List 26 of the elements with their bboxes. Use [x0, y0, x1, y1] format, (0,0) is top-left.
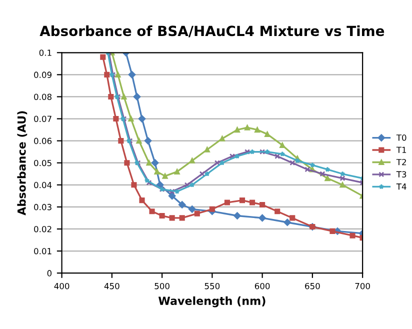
y-tick-label: 0.03: [34, 204, 52, 210]
y-tick-label: 0.09: [34, 72, 52, 78]
y-tick-label: 0.08: [34, 94, 52, 100]
y-tick-label: 0.02: [34, 226, 52, 232]
y-tick-label: 0.01: [34, 248, 52, 254]
y-tick-label: 0.05: [34, 160, 52, 166]
x-tick-label: 550: [204, 282, 220, 290]
legend-label: T4: [396, 184, 406, 190]
y-tick-label: 0.04: [34, 182, 52, 188]
legend-label: T0: [396, 134, 406, 141]
x-tick-label: 450: [104, 282, 120, 290]
x-tick-label: 400: [54, 282, 70, 290]
chart-title: Absorbance of BSA/HAuCL4 Mixture vs Time: [40, 25, 384, 38]
legend-label: T2: [396, 158, 406, 166]
x-tick-label: 650: [305, 282, 320, 290]
x-axis-title: Wavelength (nm): [158, 296, 266, 308]
x-tick-label: 600: [254, 282, 270, 290]
y-tick-label: 0: [47, 270, 52, 276]
legend-label: T1: [396, 146, 406, 153]
y-tick-label: 0.06: [34, 138, 52, 144]
x-tick-label: 500: [154, 282, 170, 290]
legend-label: T3: [396, 171, 406, 178]
y-tick-label: 0.07: [34, 116, 52, 122]
y-axis-title: Absorbance (AU): [17, 111, 28, 216]
x-tick-label: 700: [355, 282, 370, 290]
y-tick-label: 0.1: [39, 50, 52, 56]
